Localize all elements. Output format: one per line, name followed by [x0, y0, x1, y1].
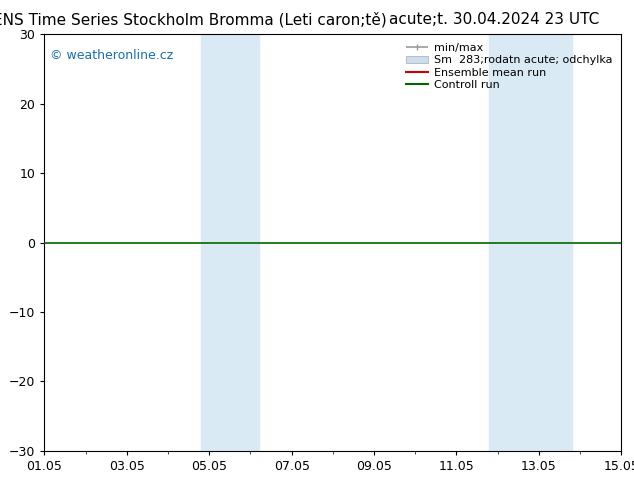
- Text: ENS Time Series Stockholm Bromma (Leti caron;tě): ENS Time Series Stockholm Bromma (Leti c…: [0, 12, 387, 28]
- Bar: [489, 34, 572, 451]
- Text: acute;t. 30.04.2024 23 UTC: acute;t. 30.04.2024 23 UTC: [389, 12, 600, 27]
- Legend: min/max, Sm  283;rodatn acute; odchylka, Ensemble mean run, Controll run: min/max, Sm 283;rodatn acute; odchylka, …: [403, 40, 616, 93]
- Text: © weatheronline.cz: © weatheronline.cz: [50, 49, 174, 62]
- Bar: [201, 34, 259, 451]
